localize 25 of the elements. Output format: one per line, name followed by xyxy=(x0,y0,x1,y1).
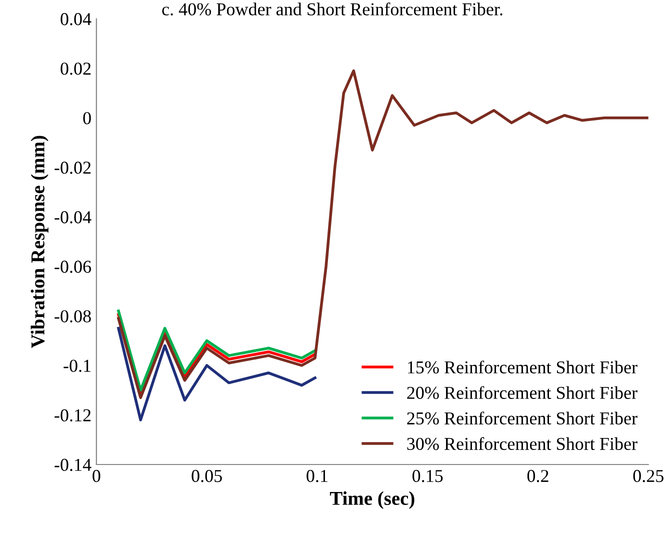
x-axis-title: Time (sec) xyxy=(330,491,414,509)
x-tick-label: 0.15 xyxy=(412,470,443,482)
y-tick-label: -0.14 xyxy=(54,458,92,472)
y-tick-label: 0.04 xyxy=(60,13,92,26)
x-tick-label: 0.25 xyxy=(633,470,664,482)
legend-label: 25% Reinforcement Short Fiber xyxy=(407,412,638,425)
line-series xyxy=(117,69,648,400)
x-tick-label: 0.05 xyxy=(192,470,222,482)
line-series xyxy=(117,326,316,422)
y-tick-label: -0.06 xyxy=(54,260,92,273)
x-tick-label: 0.2 xyxy=(527,470,548,482)
legend-label: 15% Reinforcement Short Fiber xyxy=(408,360,638,374)
y-tick-label: 0.02 xyxy=(60,62,91,75)
legend-label: 20% Reinforcement Short Fiber xyxy=(407,386,638,400)
x-tick-label: 0 xyxy=(92,470,100,482)
y-tick-label: -0.04 xyxy=(54,211,92,224)
y-axis-title: Vibration Response (mm) xyxy=(30,136,48,348)
legend-label: 30% Reinforcement Short Fiber xyxy=(407,437,638,450)
y-tick-label: -0.1 xyxy=(64,360,90,372)
chart-title: c. 40% Powder and Short Reinforcement Fiber. xyxy=(162,2,502,16)
y-tick-label: -0.08 xyxy=(54,310,91,322)
y-tick-label: -0.02 xyxy=(54,162,91,174)
y-tick-label: -0.12 xyxy=(54,409,91,422)
y-tick-label: 0 xyxy=(83,112,91,124)
x-tick-label: 0.1 xyxy=(306,470,328,482)
